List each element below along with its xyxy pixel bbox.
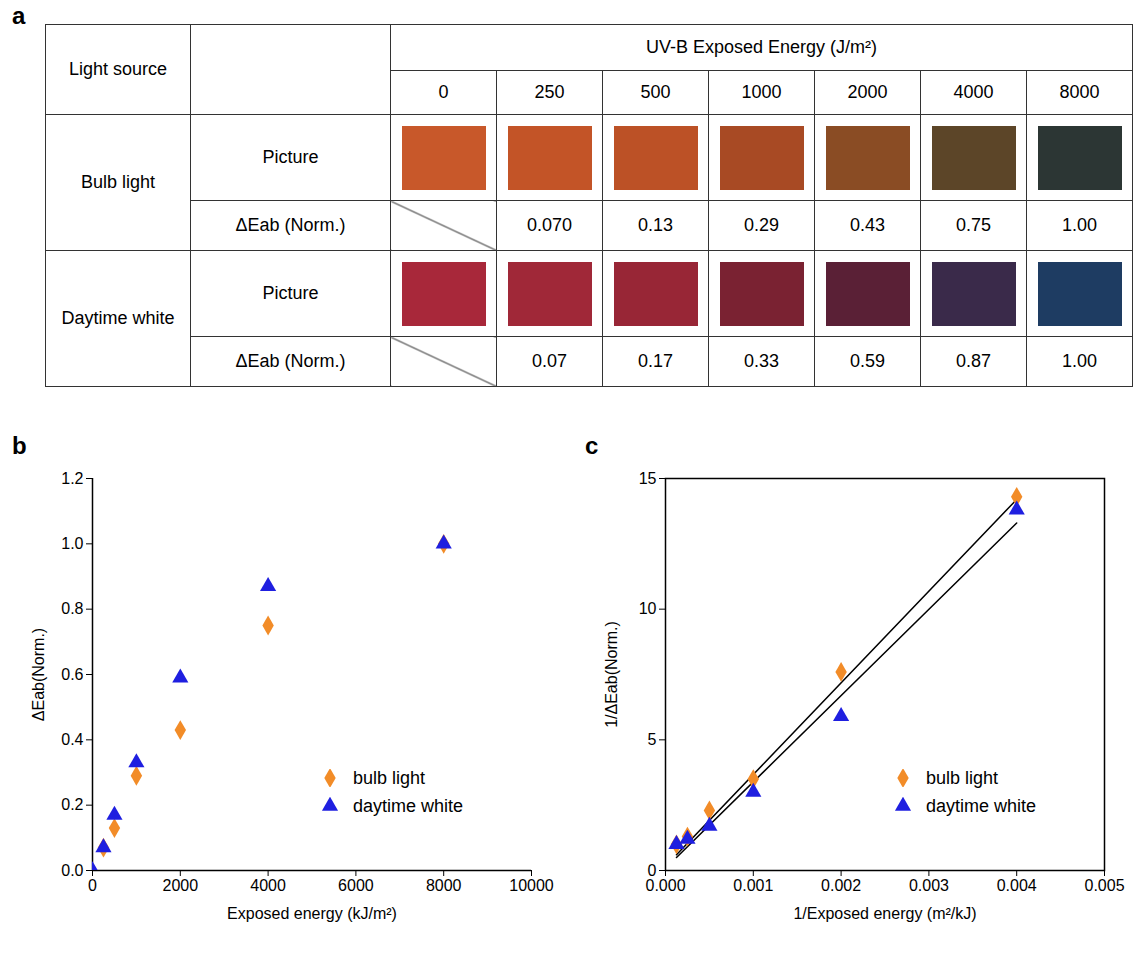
html-text:8000: 8000 <box>1059 82 1100 102</box>
html-text:0.87: 0.87 <box>956 351 991 371</box>
html-text:ΔEab (Norm.): ΔEab (Norm.) <box>235 351 346 371</box>
html-text:a: a <box>12 2 26 29</box>
svg-text:0.4: 0.4 <box>61 731 83 748</box>
svg-text:2000: 2000 <box>163 877 199 894</box>
svg-text:1.2: 1.2 <box>61 470 83 487</box>
html-text:daytime white: daytime white <box>353 795 464 816</box>
svg-text:0.002: 0.002 <box>821 877 861 894</box>
svg-text:0.005: 0.005 <box>1084 877 1124 894</box>
svg-text:0.8: 0.8 <box>61 600 83 617</box>
svg-text:4000: 4000 <box>250 877 286 894</box>
svg-text:10: 10 <box>639 600 657 617</box>
html-text:500: 500 <box>640 82 671 102</box>
html-text:2000: 2000 <box>847 82 888 102</box>
html-text:0.29: 0.29 <box>744 215 779 235</box>
svg-text:0.001: 0.001 <box>733 877 773 894</box>
html-text:b: b <box>12 432 27 459</box>
svg-text:0.004: 0.004 <box>997 877 1037 894</box>
html-text:Bulb light: Bulb light <box>81 172 155 192</box>
html-text:UV-B Exposed Energy (J/m²): UV-B Exposed Energy (J/m²) <box>646 37 877 57</box>
html-text:0.07: 0.07 <box>532 351 567 371</box>
svg-text:0.0: 0.0 <box>61 862 83 879</box>
svg-text:15: 15 <box>639 470 657 487</box>
html-text:bulb light: bulb light <box>353 767 426 788</box>
html-text:daytime white: daytime white <box>926 795 1037 816</box>
html-text:0.13: 0.13 <box>638 215 673 235</box>
svg-text:0.003: 0.003 <box>909 877 949 894</box>
svg-text:ΔEab(Norm.): ΔEab(Norm.) <box>30 628 47 721</box>
html-text:0.75: 0.75 <box>956 215 991 235</box>
html-text:bulb light: bulb light <box>926 767 999 788</box>
svg-text:0.2: 0.2 <box>61 796 83 813</box>
svg-text:0.000: 0.000 <box>645 877 685 894</box>
html-text:1000: 1000 <box>741 82 782 102</box>
html-text:c: c <box>585 432 599 459</box>
svg-text:0: 0 <box>88 877 97 894</box>
html-text:0: 0 <box>438 82 449 102</box>
html-text:0.59: 0.59 <box>850 351 885 371</box>
svg-text:6000: 6000 <box>338 877 374 894</box>
html-text:0.070: 0.070 <box>527 215 572 235</box>
html-text:0.33: 0.33 <box>744 351 779 371</box>
html-text:0.43: 0.43 <box>850 215 885 235</box>
html-text:Light source: Light source <box>69 59 167 79</box>
svg-text:1.0: 1.0 <box>61 535 83 552</box>
html-text:4000: 4000 <box>953 82 994 102</box>
html-text:1.00: 1.00 <box>1062 215 1097 235</box>
html-text:ΔEab (Norm.): ΔEab (Norm.) <box>235 215 346 235</box>
svg-text:1/Exposed energy (m²/kJ): 1/Exposed energy (m²/kJ) <box>793 905 976 922</box>
svg-text:1/ΔEab(Norm.): 1/ΔEab(Norm.) <box>603 621 620 728</box>
html-text:0.17: 0.17 <box>638 351 673 371</box>
svg-text:10000: 10000 <box>509 877 554 894</box>
html-text:250: 250 <box>534 82 565 102</box>
html-text:Picture: Picture <box>262 147 319 167</box>
svg-text:8000: 8000 <box>426 877 462 894</box>
html-text:Picture: Picture <box>262 283 319 303</box>
svg-text:Exposed energy (kJ/m²): Exposed energy (kJ/m²) <box>227 905 397 922</box>
svg-text:5: 5 <box>648 731 657 748</box>
html-text:1.00: 1.00 <box>1062 351 1097 371</box>
svg-text:0.6: 0.6 <box>61 666 83 683</box>
svg-text:0: 0 <box>647 861 657 879</box>
html-text:Daytime white: Daytime white <box>61 308 175 328</box>
